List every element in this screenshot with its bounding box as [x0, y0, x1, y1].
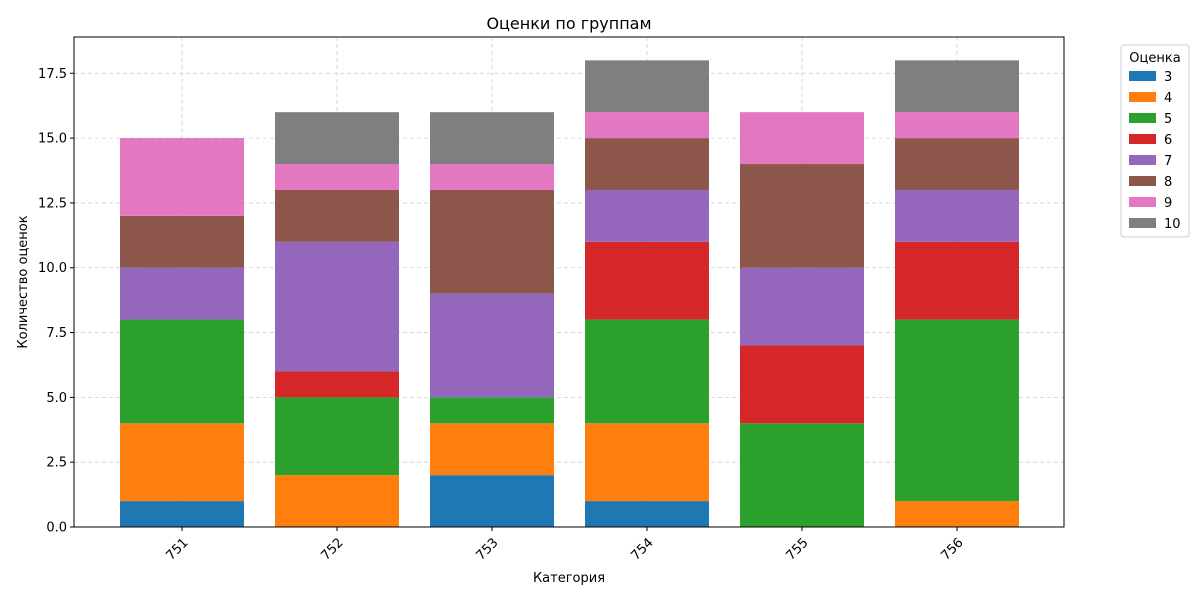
bars — [120, 60, 1019, 527]
bar-segment-753-grade-4 — [430, 423, 554, 476]
x-axis: 751 752 753 754 755 756 — [163, 527, 967, 564]
bar-segment-756-grade-6 — [895, 241, 1019, 320]
x-tick-label: 752 — [318, 535, 346, 563]
legend-title: Оценка — [1129, 51, 1180, 66]
legend-swatch-6 — [1129, 134, 1156, 144]
bar-segment-754-grade-6 — [585, 241, 709, 320]
y-axis: 0.0 2.5 5.0 7.5 10.0 12.5 15.0 17.5 — [38, 67, 74, 536]
bar-segment-751-grade-8 — [120, 215, 244, 268]
bar-segment-754-grade-9 — [585, 112, 709, 139]
bar-segment-751-grade-9 — [120, 138, 244, 216]
x-tick-label: 754 — [628, 535, 656, 563]
bar-segment-751-grade-7 — [120, 267, 244, 320]
legend-swatch-8 — [1129, 176, 1156, 186]
legend-swatch-10 — [1129, 218, 1156, 228]
y-tick-label: 7.5 — [46, 326, 67, 341]
bar-segment-752-grade-5 — [275, 397, 399, 476]
x-tick-label: 753 — [473, 535, 501, 563]
bar-segment-752-grade-6 — [275, 371, 399, 398]
bar-segment-753-grade-10 — [430, 112, 554, 165]
bar-segment-756-grade-9 — [895, 112, 1019, 139]
bar-segment-754-grade-3 — [585, 501, 709, 527]
bar-segment-753-grade-7 — [430, 293, 554, 398]
bar-segment-754-grade-8 — [585, 138, 709, 190]
bar-segment-752-grade-10 — [275, 112, 399, 165]
legend-label-10: 10 — [1164, 217, 1181, 232]
bar-segment-756-grade-7 — [895, 189, 1019, 242]
legend-label-6: 6 — [1164, 133, 1172, 148]
y-tick-label: 10.0 — [38, 261, 67, 276]
y-tick-label: 12.5 — [38, 196, 67, 211]
bar-segment-752-grade-7 — [275, 241, 399, 372]
bar-segment-756-grade-10 — [895, 60, 1019, 113]
bar-segment-752-grade-4 — [275, 475, 399, 527]
legend-label-3: 3 — [1164, 70, 1172, 85]
legend-label-7: 7 — [1164, 154, 1172, 169]
bar-segment-752-grade-8 — [275, 189, 399, 242]
legend-swatch-5 — [1129, 113, 1156, 123]
y-tick-label: 2.5 — [46, 456, 67, 471]
bar-segment-754-grade-10 — [585, 60, 709, 113]
bar-segment-751-grade-3 — [120, 501, 244, 527]
bar-segment-756-grade-4 — [895, 501, 1019, 527]
bar-segment-756-grade-5 — [895, 319, 1019, 502]
plot-frame — [73, 36, 1065, 528]
legend-label-4: 4 — [1164, 91, 1172, 106]
x-tick-label: 751 — [163, 535, 191, 563]
legend-swatch-4 — [1129, 92, 1156, 102]
bar-segment-753-grade-5 — [430, 397, 554, 424]
x-tick-label: 755 — [783, 535, 811, 563]
bar-segment-753-grade-9 — [430, 164, 554, 190]
x-tick-label: 756 — [938, 535, 966, 563]
bar-segment-755-grade-8 — [740, 164, 864, 268]
legend-swatch-7 — [1129, 155, 1156, 165]
bar-segment-754-grade-4 — [585, 423, 709, 502]
legend: Оценка 3 4 5 6 7 8 9 10 — [1120, 44, 1190, 238]
legend-label-8: 8 — [1164, 175, 1172, 190]
y-tick-label: 0.0 — [46, 521, 67, 536]
bar-segment-751-grade-5 — [120, 319, 244, 424]
bar-segment-752-grade-9 — [275, 164, 399, 190]
bar-segment-754-grade-7 — [585, 189, 709, 242]
bar-segment-755-grade-9 — [740, 112, 864, 165]
y-tick-label: 17.5 — [38, 67, 67, 82]
bar-segment-756-grade-8 — [895, 138, 1019, 190]
x-axis-title: Категория — [533, 571, 605, 586]
bar-segment-753-grade-8 — [430, 189, 554, 294]
bar-segment-755-grade-5 — [740, 423, 864, 527]
y-tick-label: 15.0 — [38, 132, 67, 147]
bar-segment-755-grade-6 — [740, 345, 864, 424]
chart-title: Оценки по группам — [486, 14, 651, 33]
legend-swatch-3 — [1129, 71, 1156, 81]
bar-segment-755-grade-7 — [740, 267, 864, 346]
bar-segment-754-grade-5 — [585, 319, 709, 424]
bar-segment-751-grade-4 — [120, 423, 244, 502]
y-axis-title: Количество оценок — [16, 215, 31, 348]
bar-segment-753-grade-3 — [430, 475, 554, 527]
legend-swatch-9 — [1129, 197, 1156, 207]
y-tick-label: 5.0 — [46, 391, 67, 406]
legend-label-5: 5 — [1164, 112, 1172, 127]
legend-label-9: 9 — [1164, 196, 1172, 211]
